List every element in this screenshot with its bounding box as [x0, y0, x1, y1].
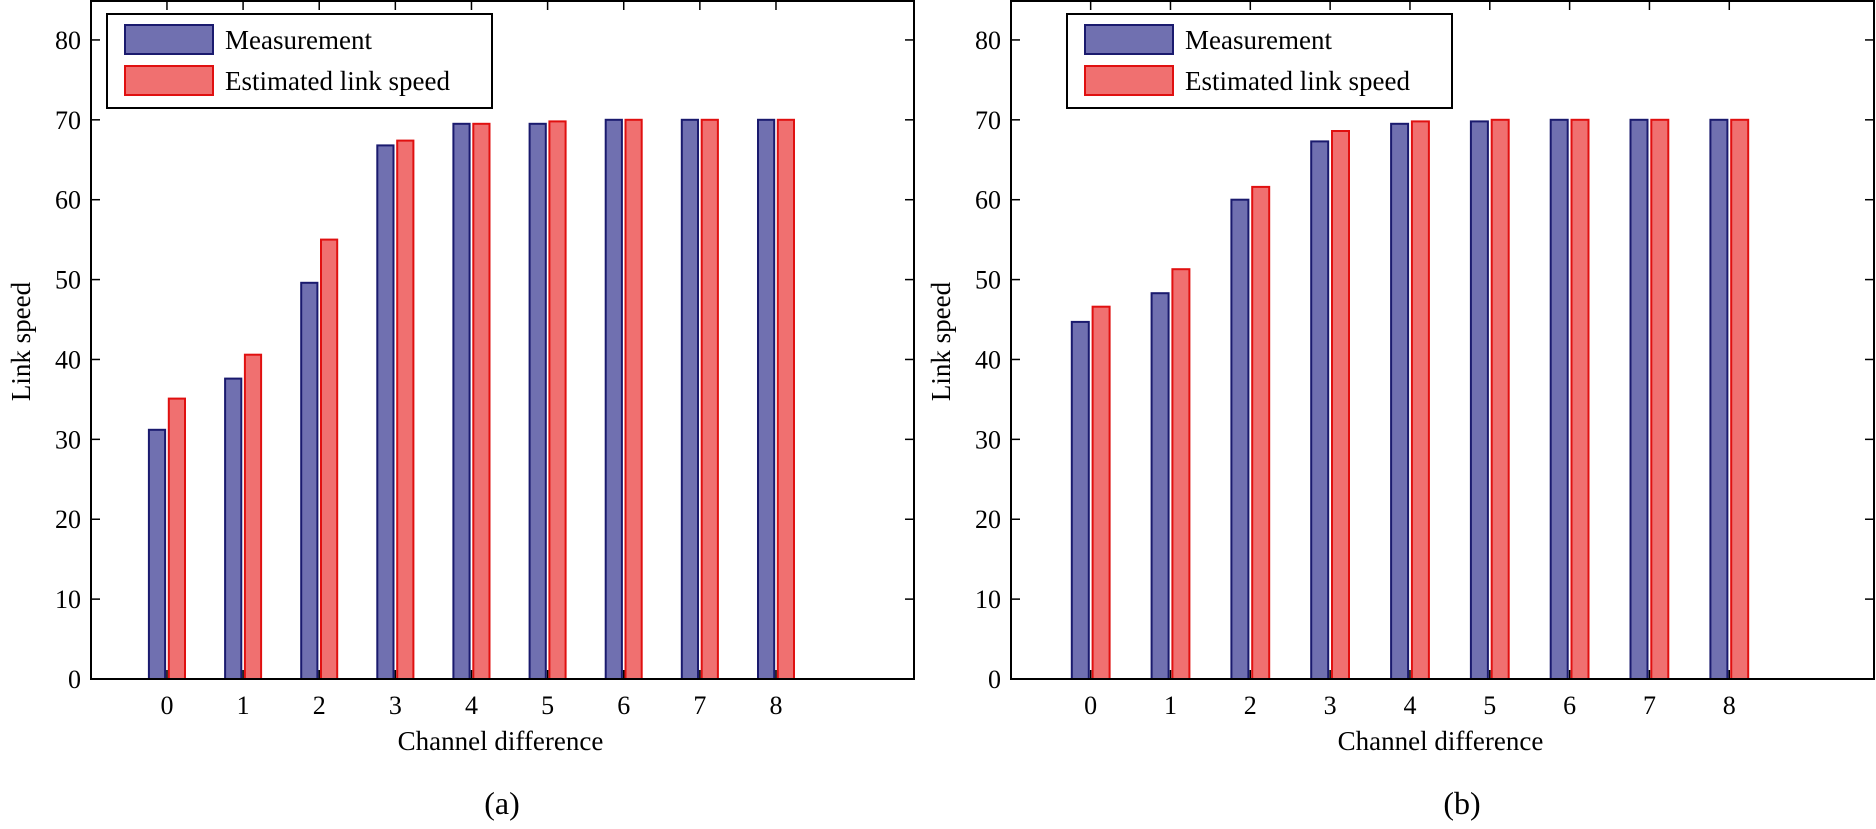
estimated-bar-8 [776, 118, 795, 681]
measurement-bar-4 [452, 122, 471, 681]
estimated-bar-3 [1331, 130, 1350, 680]
estimated-bar-7 [700, 118, 719, 681]
legend-swatch-estimated [1084, 65, 1174, 96]
estimated-bar-8 [1730, 118, 1750, 681]
x-tick-label: 0 [1084, 691, 1097, 720]
estimated-bar-2 [320, 238, 339, 680]
estimated-bar-6 [1570, 118, 1590, 681]
x-tick-label: 5 [1483, 691, 1496, 720]
estimated-bar-5 [1490, 118, 1510, 681]
x-tick-label: 3 [389, 691, 402, 720]
y-tick-label: 70 [975, 106, 1001, 135]
y-tick-label: 40 [55, 345, 81, 374]
y-tick-label: 40 [975, 345, 1001, 374]
legend-label-estimated: Estimated link speed [225, 66, 450, 96]
legend-swatch-measurement [124, 24, 214, 55]
legend-swatch-measurement [1084, 24, 1174, 55]
measurement-bar-1 [1150, 292, 1170, 680]
measurement-bar-4 [1390, 122, 1410, 681]
x-tick-label: 6 [617, 691, 630, 720]
y-tick-label: 20 [55, 505, 81, 534]
estimated-bar-3 [396, 139, 415, 681]
legend-label-measurement: Measurement [225, 25, 372, 55]
y-tick-label: 20 [975, 505, 1001, 534]
estimated-bar-6 [624, 118, 643, 681]
x-axis-title: Channel difference [1338, 726, 1544, 756]
y-tick-label: 60 [55, 186, 81, 215]
axes-frame [90, 0, 915, 680]
legend-label-estimated: Estimated link speed [1185, 66, 1410, 96]
estimated-bar-4 [472, 122, 491, 681]
measurement-bar-8 [1709, 118, 1729, 681]
x-tick-label: 3 [1324, 691, 1337, 720]
estimated-bar-1 [243, 353, 263, 680]
chart-panel-a: 0 10 20 30 40 50 60 70 80 0 1 2 3 4 5 6 7 8 Channel differ… [6, 0, 915, 821]
estimated-bar-1 [1171, 268, 1191, 680]
measurement-bar-1 [224, 377, 243, 680]
panel-caption: (a) [484, 785, 520, 821]
x-tick-label: 8 [1723, 691, 1736, 720]
estimated-bar-0 [1091, 305, 1111, 680]
legend-label-measurement: Measurement [1185, 25, 1332, 55]
x-tick-label: 5 [541, 691, 554, 720]
estimated-bar-5 [548, 120, 567, 680]
x-tick-label: 7 [1643, 691, 1656, 720]
measurement-bar-2 [300, 281, 319, 680]
y-tick-label: 50 [55, 266, 81, 295]
legend: Measurement Estimated link speed [1066, 13, 1453, 109]
y-tick-label: 30 [975, 425, 1001, 454]
y-tick-label: 10 [975, 585, 1001, 614]
measurement-bar-7 [1629, 118, 1649, 681]
y-axis-title: Link speed [926, 281, 956, 401]
legend-swatch-estimated [124, 65, 214, 96]
measurement-bar-6 [1549, 118, 1569, 681]
measurement-bar-8 [757, 118, 776, 681]
y-tick-label: 60 [975, 186, 1001, 215]
y-tick-label: 0 [68, 665, 81, 694]
legend: Measurement Estimated link speed [106, 13, 493, 109]
y-tick-label: 80 [975, 26, 1001, 55]
y-tick-label: 30 [55, 425, 81, 454]
x-tick-label: 1 [237, 691, 250, 720]
y-axis-title: Link speed [6, 281, 36, 401]
measurement-bar-6 [604, 118, 623, 681]
y-tick-label: 80 [55, 26, 81, 55]
measurement-bar-5 [1469, 120, 1489, 680]
estimated-bar-4 [1410, 120, 1430, 680]
axes-frame [1010, 0, 1875, 680]
x-tick-label: 0 [160, 691, 173, 720]
y-tick-label: 0 [988, 665, 1001, 694]
estimated-bar-0 [167, 397, 187, 680]
y-tick-label: 70 [55, 106, 81, 135]
measurement-bar-0 [1070, 320, 1090, 680]
estimated-bar-2 [1251, 185, 1271, 680]
x-tick-label: 4 [465, 691, 478, 720]
x-tick-label: 8 [769, 691, 782, 720]
x-tick-label: 2 [1244, 691, 1257, 720]
measurement-bar-3 [376, 144, 395, 680]
measurement-bar-3 [1310, 140, 1330, 680]
x-tick-label: 4 [1403, 691, 1416, 720]
x-tick-label: 7 [693, 691, 706, 720]
x-axis-title: Channel difference [398, 726, 604, 756]
panel-caption: (b) [1443, 785, 1480, 821]
y-tick-label: 50 [975, 266, 1001, 295]
estimated-bar-7 [1650, 118, 1670, 681]
y-tick-label: 10 [55, 585, 81, 614]
x-tick-label: 2 [313, 691, 326, 720]
measurement-bar-5 [528, 122, 547, 681]
measurement-bar-0 [147, 428, 167, 680]
x-tick-label: 1 [1164, 691, 1177, 720]
x-tick-label: 6 [1563, 691, 1576, 720]
measurement-bar-7 [680, 118, 699, 681]
chart-panel-b: 0 10 20 30 40 50 60 70 80 0 1 2 3 4 5 6 7 8 Channel differ… [926, 0, 1875, 821]
measurement-bar-2 [1230, 198, 1250, 680]
